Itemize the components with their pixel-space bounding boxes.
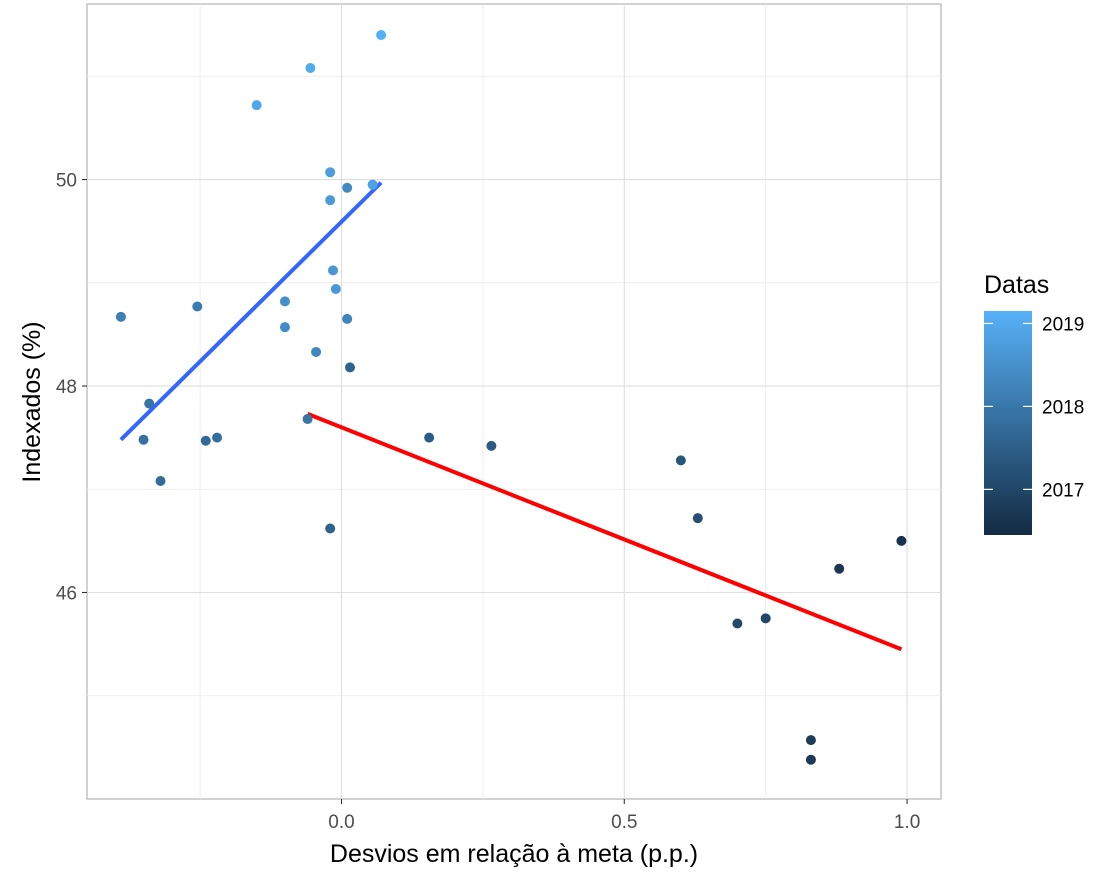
data-point	[325, 167, 336, 178]
data-point	[115, 311, 126, 322]
data-point	[486, 440, 497, 451]
data-point	[311, 346, 322, 357]
data-points	[115, 29, 907, 765]
data-point	[896, 535, 907, 546]
y-tick-label: 50	[56, 171, 77, 192]
fit-line	[306, 412, 903, 652]
data-point	[279, 296, 290, 307]
data-point	[325, 523, 336, 534]
y-tick-label: 46	[56, 584, 77, 605]
data-point	[305, 63, 316, 74]
data-point	[344, 362, 355, 373]
x-tick-label: 0.0	[328, 812, 354, 833]
legend-tick-label: 2018	[1042, 397, 1084, 418]
data-point	[342, 182, 353, 193]
data-point	[212, 432, 223, 443]
data-point	[342, 313, 353, 324]
data-point	[325, 195, 336, 206]
data-point	[692, 513, 703, 524]
legend-tick-label: 2019	[1042, 314, 1084, 335]
data-point	[675, 455, 686, 466]
fit-line	[119, 181, 383, 442]
data-point	[367, 179, 378, 190]
data-point	[376, 29, 387, 40]
data-point	[279, 322, 290, 333]
data-point	[302, 414, 313, 425]
fit-lines	[119, 181, 903, 652]
data-point	[834, 563, 845, 574]
data-point	[424, 432, 435, 443]
legend-colorbar	[984, 311, 1032, 535]
data-point	[138, 434, 149, 445]
y-axis-ticks: 46 48 50	[56, 171, 87, 605]
data-point	[330, 283, 341, 294]
data-point	[760, 613, 771, 624]
data-point	[251, 100, 262, 111]
legend-ticks: 2017 2018 2019	[984, 314, 1084, 501]
y-axis-title: Indexados (%)	[18, 321, 46, 482]
legend-title: Datas	[984, 271, 1049, 299]
data-point	[805, 754, 816, 765]
data-point	[200, 435, 211, 446]
data-point	[805, 735, 816, 746]
x-axis-title: Desvios em relação à meta (p.p.)	[330, 840, 698, 868]
data-point	[328, 265, 339, 276]
panel-border	[86, 3, 942, 800]
grid-lines	[87, 4, 941, 799]
data-point	[732, 618, 743, 629]
legend-tick-label: 2017	[1042, 480, 1084, 501]
data-point	[144, 398, 155, 409]
x-axis-ticks: 0.0 0.5 1.0	[328, 799, 920, 833]
data-point	[155, 476, 166, 486]
color-legend: Datas 2017 2018 2019	[984, 271, 1084, 535]
y-tick-label: 48	[56, 377, 77, 398]
x-tick-label: 1.0	[894, 812, 920, 833]
data-point	[192, 301, 203, 312]
x-tick-label: 0.5	[611, 812, 637, 833]
